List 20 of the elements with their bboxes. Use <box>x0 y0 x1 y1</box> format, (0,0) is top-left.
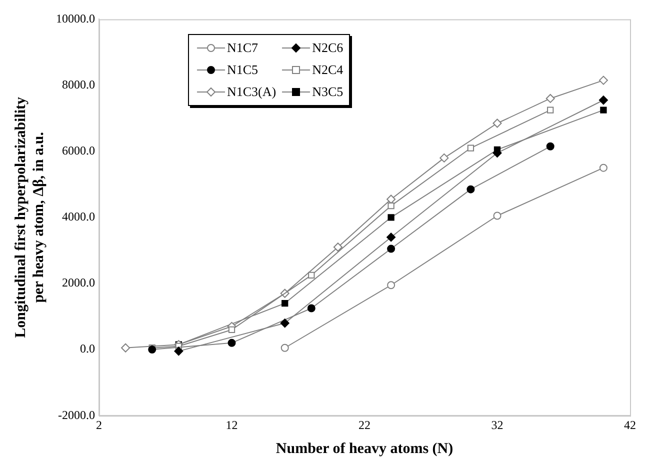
legend-label: N1C3(A) <box>227 84 276 100</box>
legend-label: N1C5 <box>227 62 258 78</box>
y-tick-label: 4000.0 <box>62 210 95 224</box>
y-tick-label: -2000.0 <box>58 408 95 422</box>
x-tick-label: 22 <box>358 418 370 432</box>
x-tick-label: 32 <box>491 418 504 432</box>
y-tick-label: 0.0 <box>80 342 95 356</box>
y-tick-label: 2000.0 <box>62 276 95 290</box>
legend-label: N2C4 <box>312 62 344 78</box>
x-axis-title: Number of heavy atoms (N) <box>276 440 454 457</box>
x-tick-label: 2 <box>96 418 102 432</box>
y-axis-title: Longitudinal first hyperpolarizability per heavy atom, Δβ, in a.u. <box>12 96 47 338</box>
x-tick-label: 42 <box>624 418 636 432</box>
legend-label: N2C6 <box>312 40 344 56</box>
y-tick-label: 10000.0 <box>56 11 95 26</box>
y-tick-label: 8000.0 <box>62 77 95 92</box>
legend-label: N1C7 <box>227 40 258 56</box>
x-tick-label: 12 <box>226 418 238 432</box>
legend-label: N3C5 <box>312 84 344 100</box>
y-tick-label: 6000.0 <box>62 143 95 158</box>
